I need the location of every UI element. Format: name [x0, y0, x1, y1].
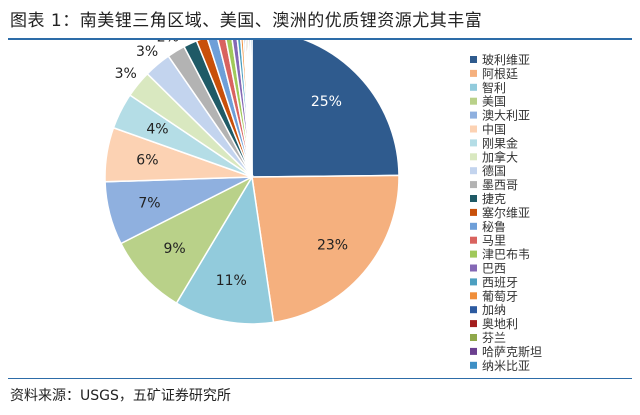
legend-swatch — [470, 278, 477, 286]
pie-slice — [251, 174, 400, 324]
legend-swatch — [470, 334, 477, 341]
pie-slice — [217, 40, 253, 178]
legend-label: 巴西 — [482, 262, 506, 276]
legend-label: 刚果金 — [482, 135, 518, 150]
pie-slice — [119, 175, 254, 305]
legend-label: 德国 — [482, 163, 506, 178]
legend-swatch — [470, 264, 477, 272]
legend-label: 秘鲁 — [482, 220, 506, 234]
legend-swatch — [470, 236, 477, 244]
pie-chart: 25%23%11%9%7%6%4%3%3%2% 玻利维亚阿根廷智利美国澳大利亚中… — [104, 40, 542, 373]
pie-slice — [236, 40, 253, 178]
legend-swatch — [470, 292, 477, 300]
legend-swatch — [470, 250, 477, 258]
legend-swatch — [470, 69, 477, 77]
title-divider — [8, 38, 632, 40]
legend-swatch — [470, 97, 477, 105]
legend-label: 哈萨克斯坦 — [482, 345, 542, 359]
pie-slice — [240, 40, 253, 178]
legend-label: 美国 — [482, 95, 506, 109]
legend-swatch — [470, 195, 477, 202]
pie-slice — [207, 40, 253, 178]
pie-slice — [225, 40, 253, 178]
legend-swatch — [470, 153, 477, 161]
data-label: 6% — [136, 153, 158, 169]
legend-label: 墨西哥 — [482, 178, 518, 192]
pie-slice — [175, 174, 275, 325]
source-note: 资料来源：USGS，五矿证券研究所 — [10, 388, 231, 404]
legend-label: 西班牙 — [482, 275, 518, 289]
legend-label: 澳大利亚 — [482, 109, 530, 123]
legend-label: 中国 — [482, 122, 506, 137]
legend-swatch — [470, 56, 477, 63]
legend-swatch — [470, 181, 477, 189]
legend-swatch — [470, 83, 477, 91]
legend-swatch — [470, 111, 477, 119]
legend-label: 加拿大 — [482, 149, 518, 164]
pie-slice — [242, 40, 253, 178]
legend-label: 阿根廷 — [482, 67, 518, 81]
data-label: 9% — [163, 241, 185, 257]
legend-swatch — [470, 167, 477, 175]
legend-label: 奥地利 — [482, 317, 518, 331]
pie-slice — [249, 40, 253, 178]
data-label: 11% — [216, 273, 247, 289]
legend-swatch — [470, 222, 477, 230]
legend-label: 捷克 — [482, 192, 506, 206]
legend-label: 纳米比亚 — [482, 359, 530, 373]
source-divider — [8, 378, 632, 379]
data-label: 7% — [138, 195, 160, 211]
legend-swatch — [470, 125, 477, 133]
legend-label: 津巴布韦 — [482, 248, 530, 262]
legend-swatch — [470, 361, 477, 369]
legend-label: 塞尔维亚 — [482, 205, 530, 220]
legend-label: 马里 — [482, 234, 506, 248]
data-label: 25% — [311, 94, 342, 110]
chart-title: 图表 1：南美锂三角区域、美国、澳洲的优质锂资源尤其丰富 — [10, 11, 483, 31]
pie-slice — [251, 40, 400, 178]
pie-slice — [195, 40, 253, 178]
legend-swatch — [470, 139, 477, 147]
legend-swatch — [470, 320, 477, 328]
legend-label: 智利 — [482, 80, 506, 95]
legend-label: 加纳 — [482, 303, 506, 317]
legend-swatch — [470, 347, 477, 355]
data-label: 2% — [157, 40, 179, 45]
legend-label: 芬兰 — [482, 331, 506, 345]
data-label: 3% — [115, 66, 137, 82]
legend-label: 葡萄牙 — [482, 289, 518, 303]
data-label: 23% — [317, 238, 348, 254]
legend-label: 玻利维亚 — [482, 53, 530, 67]
legend-swatch — [470, 306, 477, 314]
data-label: 4% — [146, 121, 168, 137]
legend-swatch — [470, 208, 477, 216]
data-label: 3% — [136, 44, 158, 60]
